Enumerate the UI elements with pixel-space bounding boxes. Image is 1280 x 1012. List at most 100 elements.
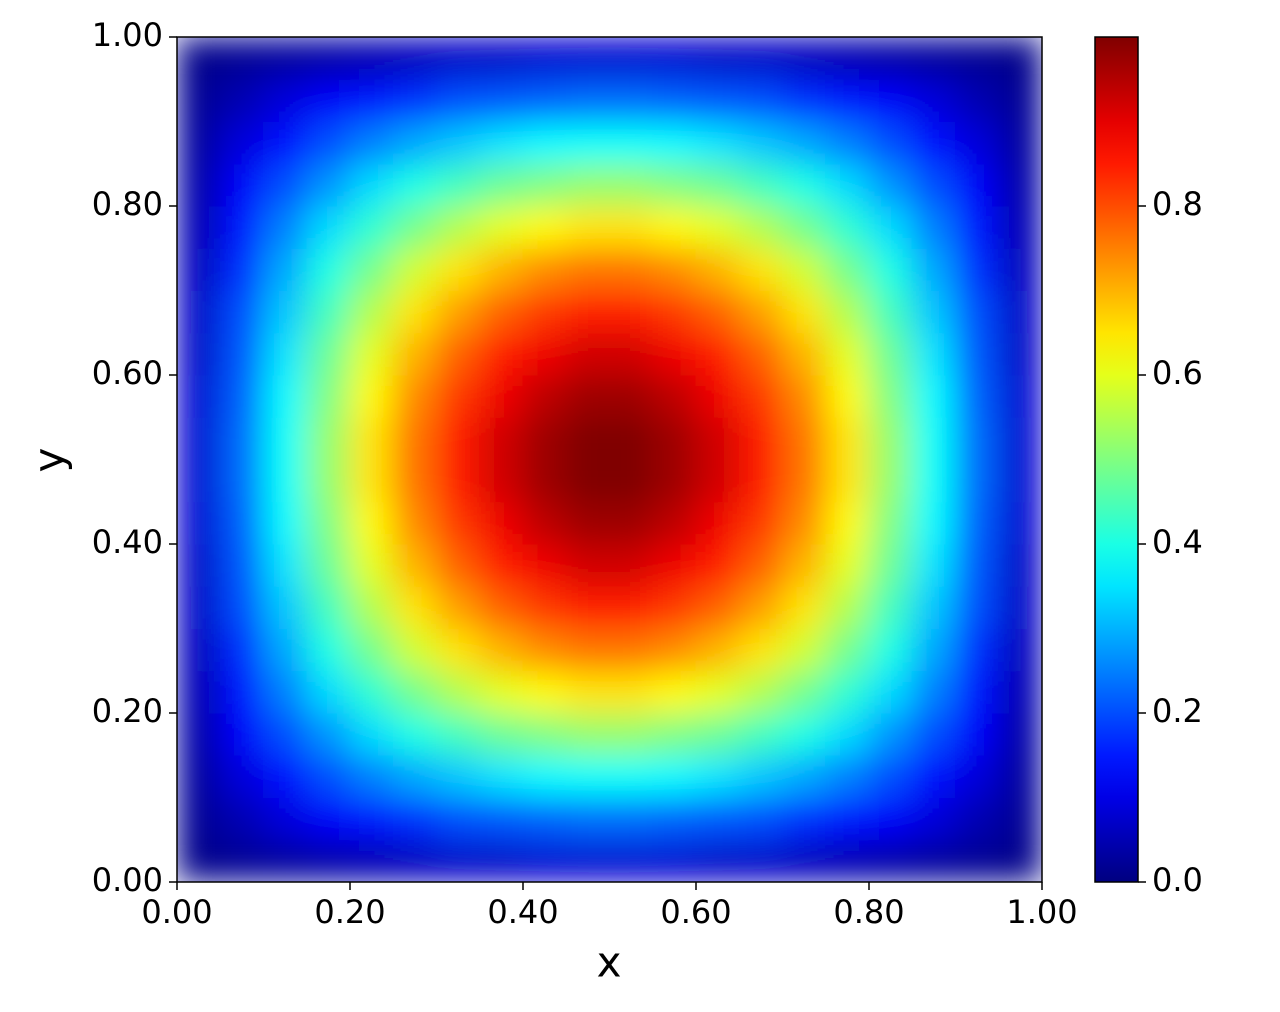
heatmap-cell xyxy=(695,839,740,882)
heatmap-cell xyxy=(522,459,567,503)
heatmap-cell xyxy=(868,839,913,882)
x-tick-label: 0.60 xyxy=(660,893,731,931)
heatmap-cell xyxy=(652,670,697,714)
heatmap-cell xyxy=(955,247,1000,291)
heatmap-cell xyxy=(306,585,351,629)
heatmap-cell xyxy=(177,628,221,672)
heatmap-cell xyxy=(609,459,654,503)
heatmap-cell xyxy=(522,78,567,122)
heatmap-cell xyxy=(825,670,870,714)
heatmap-cell xyxy=(911,332,956,376)
heatmap-cell xyxy=(219,374,264,418)
heatmap-cell xyxy=(652,797,697,841)
heatmap-cell xyxy=(652,332,697,376)
heatmap-cell xyxy=(652,712,697,756)
heatmap-cell xyxy=(306,459,351,503)
heatmap-cell xyxy=(911,163,956,207)
heatmap-cell xyxy=(868,37,913,80)
heatmap-cell xyxy=(695,754,740,798)
heatmap-cell xyxy=(263,416,308,460)
heatmap-cell xyxy=(652,78,697,122)
heatmap-cell xyxy=(177,670,221,714)
colorbar-tick-label: 0.2 xyxy=(1152,692,1203,730)
heatmap-cell xyxy=(565,290,610,334)
heatmap-cell xyxy=(738,374,783,418)
heatmap-cell xyxy=(565,459,610,503)
heatmap-cell xyxy=(263,163,308,207)
heatmap-cell xyxy=(306,543,351,587)
heatmap-cell xyxy=(306,754,351,798)
heatmap-cell xyxy=(825,797,870,841)
colorbar-tick-label: 0.8 xyxy=(1152,185,1203,223)
heatmap-cell xyxy=(738,247,783,291)
heatmap-cell xyxy=(177,78,221,122)
heatmap-cell xyxy=(436,543,481,587)
heatmap-cell xyxy=(219,247,264,291)
heatmap-cell xyxy=(306,78,351,122)
colorbar-tick-label: 0.0 xyxy=(1152,861,1203,899)
heatmap-cell xyxy=(436,37,481,80)
heatmap-cell xyxy=(177,290,221,334)
heatmap-cell xyxy=(479,501,524,545)
heatmap-cell xyxy=(652,459,697,503)
heatmap-cell xyxy=(522,754,567,798)
heatmap-cell xyxy=(436,78,481,122)
heatmap-cell xyxy=(738,332,783,376)
heatmap-cell xyxy=(738,797,783,841)
heatmap-cell xyxy=(219,416,264,460)
heatmap-cell xyxy=(392,121,437,165)
heatmap-cell xyxy=(868,754,913,798)
heatmap-cell xyxy=(306,37,351,80)
heatmap-cell xyxy=(911,839,956,882)
heatmap-cell xyxy=(955,628,1000,672)
heatmap-cell xyxy=(263,205,308,249)
heatmap-cell xyxy=(522,543,567,587)
heatmap-cell xyxy=(652,247,697,291)
heatmap-cell xyxy=(436,754,481,798)
heatmap-cell xyxy=(479,839,524,882)
heatmap-cell xyxy=(219,121,264,165)
heatmap-cell xyxy=(825,247,870,291)
heatmap-cell xyxy=(436,459,481,503)
heatmap-cell xyxy=(998,78,1042,122)
heatmap-cell xyxy=(782,543,827,587)
heatmap-cell xyxy=(436,121,481,165)
heatmap-cell xyxy=(955,501,1000,545)
y-tick-label: 1.00 xyxy=(92,16,163,54)
heatmap-cell xyxy=(349,712,394,756)
heatmap-cell xyxy=(782,670,827,714)
heatmap-cell xyxy=(522,585,567,629)
heatmap-cell xyxy=(177,416,221,460)
heatmap-cell xyxy=(911,501,956,545)
heatmap-cell xyxy=(955,670,1000,714)
heatmap-cell xyxy=(998,247,1042,291)
heatmap-cell xyxy=(219,585,264,629)
heatmap-cell xyxy=(349,501,394,545)
heatmap-cell xyxy=(695,374,740,418)
heatmap-cell xyxy=(998,585,1042,629)
heatmap-cell xyxy=(522,121,567,165)
heatmap-cell xyxy=(177,543,221,587)
heatmap-cell xyxy=(609,754,654,798)
heatmap-cell xyxy=(522,416,567,460)
heatmap-cell xyxy=(738,585,783,629)
heatmap-cell xyxy=(695,797,740,841)
heatmap-cell xyxy=(609,332,654,376)
heatmap-cell xyxy=(522,501,567,545)
heatmap-cell xyxy=(306,290,351,334)
heatmap-cell xyxy=(738,628,783,672)
heatmap-cell xyxy=(955,459,1000,503)
heatmap-cell xyxy=(609,670,654,714)
heatmap-cell xyxy=(609,416,654,460)
heatmap-cell xyxy=(392,543,437,587)
heatmap-cell xyxy=(219,670,264,714)
heatmap-cell xyxy=(825,78,870,122)
heatmap-cell xyxy=(522,797,567,841)
heatmap-cell xyxy=(825,290,870,334)
heatmap-cell xyxy=(868,797,913,841)
heatmap-cell xyxy=(436,290,481,334)
heatmap-cell xyxy=(392,247,437,291)
y-tick-label: 0.60 xyxy=(92,354,163,392)
heatmap-cell xyxy=(479,37,524,80)
heatmap-cell xyxy=(652,416,697,460)
